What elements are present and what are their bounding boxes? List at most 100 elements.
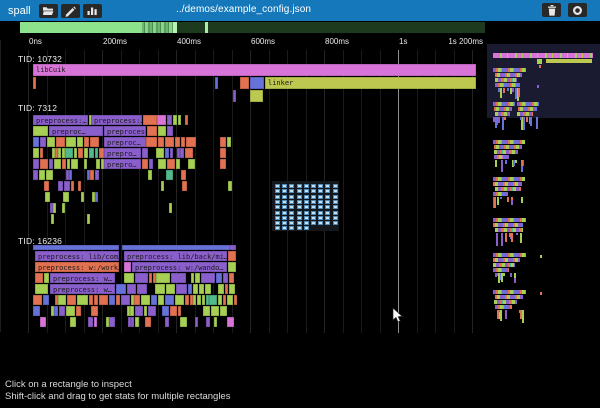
flame-bar[interactable]	[56, 137, 65, 147]
flame-bar[interactable]	[229, 245, 236, 250]
flame-bar[interactable]	[167, 126, 173, 136]
flame-bar[interactable]	[33, 295, 42, 305]
flame-bar[interactable]	[84, 137, 89, 147]
flame-bar[interactable]	[89, 115, 92, 125]
flame-bar[interactable]	[91, 306, 98, 316]
flame-bar[interactable]	[55, 148, 58, 158]
flame-bar[interactable]: libCuik	[33, 64, 476, 76]
flame-bar[interactable]	[54, 159, 61, 169]
flame-bar[interactable]	[116, 284, 126, 294]
flame-bar[interactable]	[50, 203, 53, 213]
flame-bar[interactable]	[142, 159, 148, 169]
flame-bar[interactable]	[181, 137, 185, 147]
flame-bar[interactable]: preprocess: w…	[50, 284, 115, 294]
stats-button[interactable]	[82, 3, 102, 18]
flame-bar[interactable]	[77, 295, 88, 305]
flame-bar[interactable]	[146, 137, 157, 147]
flame-bar[interactable]	[175, 295, 184, 305]
flame-bar[interactable]	[166, 284, 175, 294]
flame-bar[interactable]	[197, 295, 201, 305]
flame-bar[interactable]	[128, 317, 131, 327]
flame-bar[interactable]	[33, 170, 38, 180]
flame-bar[interactable]	[33, 159, 39, 169]
flame-bar[interactable]	[101, 159, 104, 169]
flame-bar[interactable]: preprocess: lib/com…	[35, 251, 119, 261]
flame-bar[interactable]: preprocess:…	[33, 115, 88, 125]
flame-bar[interactable]	[177, 148, 180, 158]
flame-bar[interactable]	[214, 317, 217, 327]
flame-bar[interactable]	[131, 295, 134, 305]
flame-bar[interactable]	[240, 77, 249, 89]
flame-bar[interactable]	[148, 306, 156, 316]
flame-bar[interactable]	[40, 159, 48, 169]
flame-bar[interactable]	[78, 148, 83, 158]
measure-button[interactable]	[60, 3, 80, 18]
flame-bar[interactable]: preprocess: w…	[50, 273, 115, 283]
flame-bar[interactable]	[250, 90, 263, 102]
flame-bar[interactable]	[84, 159, 87, 169]
flame-bar[interactable]	[95, 170, 99, 180]
flame-bar[interactable]	[64, 181, 70, 191]
flame-bar[interactable]	[59, 306, 65, 316]
flame-bar[interactable]	[62, 148, 65, 158]
flame-bar[interactable]	[157, 115, 166, 125]
flame-bar[interactable]	[40, 148, 43, 158]
flame-bar[interactable]	[62, 159, 66, 169]
flame-bar[interactable]: preprocess: lib/back/mi…	[124, 251, 227, 261]
open-file-button[interactable]	[38, 3, 58, 18]
flame-bar[interactable]	[206, 317, 210, 327]
flame-bar[interactable]	[165, 295, 174, 305]
flame-bar[interactable]	[229, 284, 235, 294]
flame-bar[interactable]	[33, 245, 119, 250]
flame-bar[interactable]	[51, 214, 54, 224]
flame-bar[interactable]	[130, 306, 134, 316]
flame-bar[interactable]	[66, 170, 69, 180]
flame-bar[interactable]	[227, 295, 233, 305]
flame-bar[interactable]	[170, 148, 173, 158]
flame-bar[interactable]	[44, 273, 49, 283]
flame-bar[interactable]	[127, 306, 130, 316]
flame-bar[interactable]: preprocess: w:/work…	[35, 262, 119, 272]
flame-bar[interactable]	[149, 273, 152, 283]
flame-bar[interactable]: preproc…	[104, 137, 146, 147]
flame-bar[interactable]	[234, 295, 237, 305]
flame-bar[interactable]	[182, 181, 187, 191]
flame-bar[interactable]	[211, 306, 219, 316]
flame-bar[interactable]	[176, 159, 180, 169]
flame-bar[interactable]	[206, 295, 209, 305]
flame-bar[interactable]	[186, 137, 196, 147]
flame-bar[interactable]	[225, 284, 228, 294]
flame-bar[interactable]	[202, 295, 205, 305]
flame-bar[interactable]	[109, 317, 115, 327]
flame-bar[interactable]	[122, 245, 230, 250]
flame-bar[interactable]: prepro…	[104, 159, 141, 169]
flame-bar[interactable]	[155, 284, 165, 294]
flame-bar[interactable]	[223, 273, 228, 283]
flame-bar[interactable]	[63, 192, 69, 202]
flame-bar[interactable]	[167, 159, 175, 169]
flame-bar[interactable]	[77, 137, 83, 147]
flame-bar[interactable]	[67, 295, 76, 305]
flame-bar[interactable]	[195, 273, 200, 283]
flame-bar[interactable]	[40, 137, 46, 147]
flame-bar[interactable]	[147, 126, 157, 136]
flame-bar[interactable]	[180, 317, 187, 327]
flame-bar[interactable]	[209, 295, 217, 305]
flame-bar[interactable]	[131, 317, 134, 327]
flame-bar[interactable]	[87, 214, 90, 224]
flame-bar[interactable]	[205, 284, 211, 294]
delete-trace-button[interactable]	[542, 3, 561, 17]
flame-bar[interactable]	[43, 295, 49, 305]
flame-bar[interactable]	[228, 251, 236, 261]
flame-bar[interactable]	[55, 295, 58, 305]
flame-bar[interactable]	[124, 273, 134, 283]
flame-bar[interactable]	[66, 137, 76, 147]
flame-bar[interactable]	[161, 181, 164, 191]
flame-bar[interactable]	[106, 317, 109, 327]
flame-bar[interactable]	[227, 317, 234, 327]
flame-bar[interactable]	[78, 181, 81, 191]
flame-bar[interactable]	[190, 295, 193, 305]
flame-bar[interactable]	[178, 115, 181, 125]
flame-bar[interactable]	[88, 317, 93, 327]
flame-bar[interactable]	[181, 170, 186, 180]
